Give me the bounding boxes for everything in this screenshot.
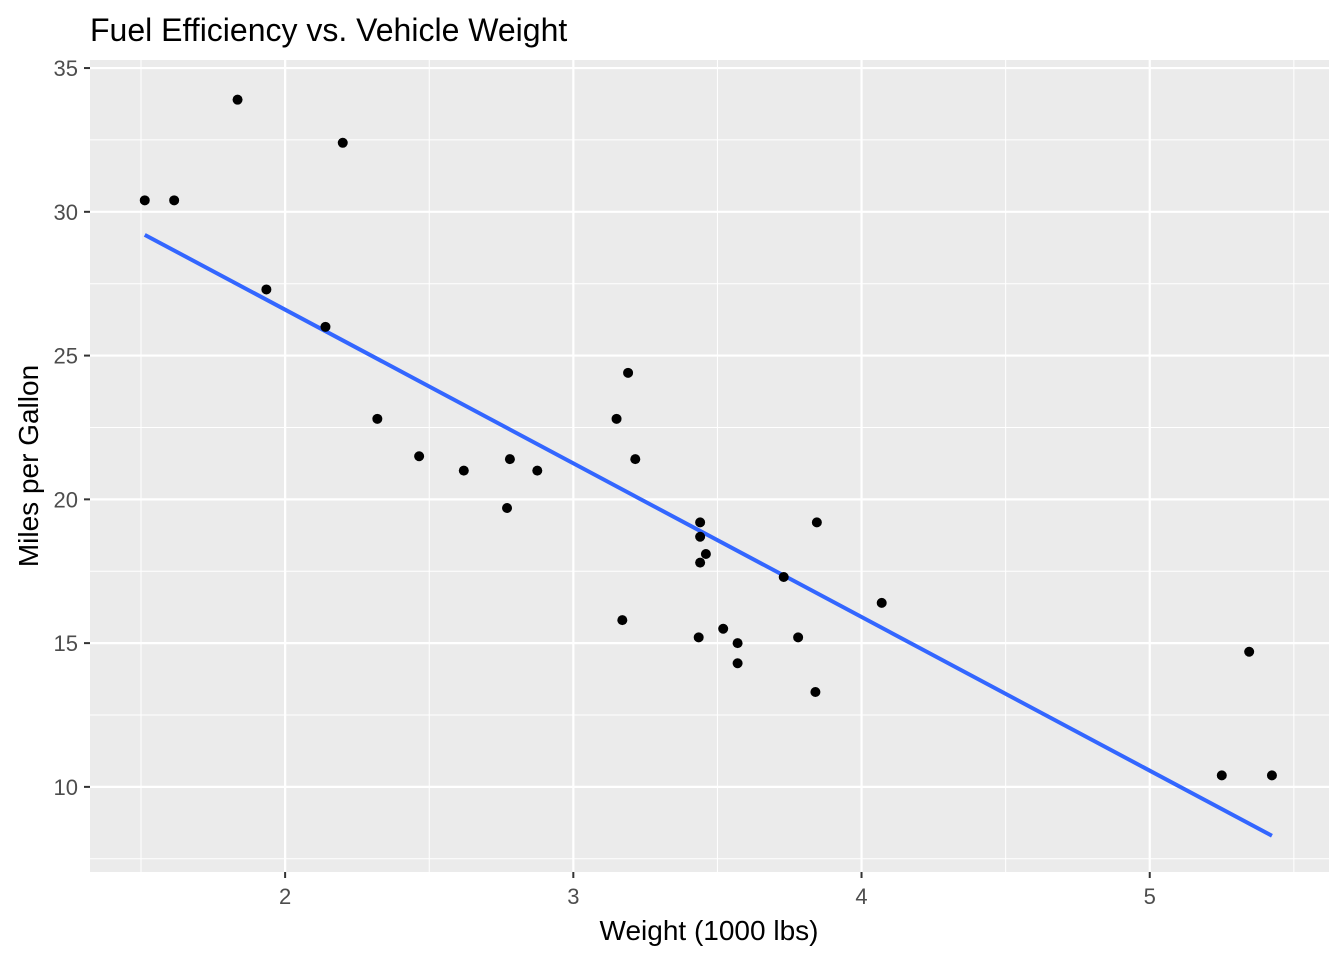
chart-title: Fuel Efficiency vs. Vehicle Weight	[90, 12, 567, 48]
data-point	[811, 517, 822, 528]
data-point	[320, 321, 331, 332]
data-point	[718, 623, 729, 634]
data-point	[700, 548, 711, 559]
data-point	[261, 284, 272, 295]
x-tick-label: 5	[1144, 884, 1156, 909]
data-point	[232, 94, 243, 105]
data-point	[732, 658, 743, 669]
data-point	[617, 615, 628, 626]
data-point	[693, 632, 704, 643]
data-point	[458, 465, 469, 476]
data-point	[169, 195, 180, 206]
data-point	[695, 557, 706, 568]
data-point	[695, 531, 706, 542]
data-point	[139, 195, 150, 206]
y-tick-label: 10	[54, 775, 78, 800]
y-tick-label: 25	[54, 344, 78, 369]
data-point	[337, 137, 348, 148]
plot-panel	[90, 60, 1329, 872]
data-point	[414, 451, 425, 462]
y-tick-label: 35	[54, 56, 78, 81]
data-point	[502, 502, 513, 513]
x-axis-label: Weight (1000 lbs)	[600, 915, 819, 946]
y-tick-label: 30	[54, 200, 78, 225]
data-point	[793, 632, 804, 643]
data-point	[1266, 770, 1277, 781]
data-point	[623, 367, 634, 378]
data-point	[810, 687, 821, 698]
y-tick-label: 15	[54, 631, 78, 656]
y-axis-label: Miles per Gallon	[13, 365, 44, 567]
data-point	[695, 517, 706, 528]
data-point	[372, 413, 383, 424]
data-point	[876, 597, 887, 608]
x-tick-label: 2	[279, 884, 291, 909]
x-tick-label: 4	[855, 884, 867, 909]
data-point	[1216, 770, 1227, 781]
data-point	[778, 571, 789, 582]
y-tick-label: 20	[54, 487, 78, 512]
data-point	[1244, 646, 1255, 657]
data-point	[532, 465, 543, 476]
data-point	[611, 413, 622, 424]
data-point	[732, 638, 743, 649]
data-point	[504, 454, 515, 465]
x-tick-label: 3	[567, 884, 579, 909]
data-point	[630, 454, 641, 465]
regression-line	[143, 233, 1273, 838]
